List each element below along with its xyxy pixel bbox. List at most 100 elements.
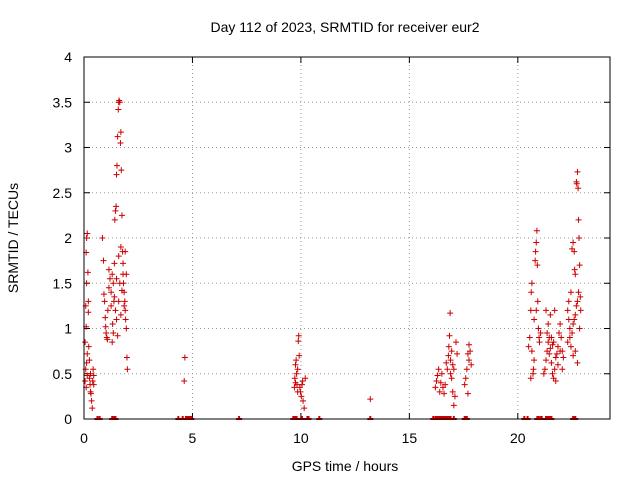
data-point bbox=[291, 375, 298, 382]
data-point bbox=[565, 316, 572, 323]
data-point bbox=[124, 366, 131, 373]
data-point bbox=[84, 230, 91, 237]
y-axis-label: SRMTID / TECUs bbox=[5, 183, 21, 293]
data-point bbox=[117, 129, 124, 136]
data-point bbox=[571, 248, 578, 255]
data-point bbox=[569, 330, 576, 337]
data-point bbox=[299, 377, 306, 384]
data-point bbox=[531, 357, 538, 364]
y-tick-label: 2.5 bbox=[53, 185, 73, 201]
data-point bbox=[292, 379, 299, 386]
data-point bbox=[90, 366, 97, 373]
data-point bbox=[547, 311, 554, 318]
data-point bbox=[117, 139, 124, 146]
data-point bbox=[566, 334, 573, 341]
data-point bbox=[85, 343, 92, 350]
data-point bbox=[84, 350, 91, 357]
data-point bbox=[116, 280, 123, 287]
data-point bbox=[554, 361, 561, 368]
data-points bbox=[82, 97, 584, 412]
data-point bbox=[549, 341, 556, 348]
data-point bbox=[445, 352, 452, 359]
data-point bbox=[123, 271, 130, 278]
data-point bbox=[525, 343, 532, 350]
data-point bbox=[567, 343, 574, 350]
data-point bbox=[102, 323, 109, 330]
data-point bbox=[86, 357, 93, 364]
data-point bbox=[556, 330, 563, 337]
data-point bbox=[88, 397, 95, 404]
y-tick-label: 2 bbox=[64, 230, 72, 246]
data-point bbox=[545, 320, 552, 327]
data-point bbox=[443, 359, 450, 366]
data-point bbox=[87, 370, 94, 377]
data-point bbox=[295, 332, 302, 339]
data-point bbox=[445, 343, 452, 350]
grid-lines bbox=[84, 57, 610, 419]
data-point bbox=[437, 379, 444, 386]
data-point bbox=[560, 354, 567, 361]
data-point bbox=[570, 320, 577, 327]
data-point bbox=[449, 361, 456, 368]
data-point bbox=[83, 359, 90, 366]
data-point bbox=[99, 235, 106, 241]
data-point bbox=[112, 307, 119, 314]
data-point bbox=[293, 370, 300, 377]
data-point bbox=[110, 330, 117, 337]
data-point bbox=[181, 354, 188, 361]
data-point bbox=[571, 266, 578, 273]
data-point bbox=[302, 375, 309, 382]
data-point bbox=[566, 325, 573, 332]
data-point bbox=[544, 330, 551, 337]
data-point bbox=[554, 343, 561, 350]
data-point bbox=[105, 266, 112, 273]
data-point bbox=[533, 239, 540, 246]
data-point bbox=[541, 366, 548, 373]
data-point bbox=[114, 133, 121, 140]
data-point bbox=[543, 307, 550, 314]
data-point bbox=[181, 377, 188, 384]
data-point bbox=[565, 298, 572, 305]
data-point bbox=[123, 325, 130, 332]
data-point bbox=[86, 375, 93, 382]
data-point bbox=[535, 325, 542, 332]
data-point bbox=[108, 289, 115, 296]
data-point bbox=[115, 253, 122, 260]
data-point bbox=[118, 167, 125, 174]
data-point bbox=[113, 171, 120, 178]
data-point bbox=[559, 366, 566, 373]
data-point bbox=[442, 381, 449, 388]
data-point bbox=[121, 298, 128, 305]
data-point bbox=[545, 339, 552, 346]
data-point bbox=[462, 375, 469, 382]
data-point bbox=[577, 293, 584, 300]
data-point bbox=[85, 298, 92, 305]
data-point bbox=[531, 316, 538, 323]
data-point bbox=[102, 314, 109, 321]
data-point bbox=[295, 338, 302, 345]
data-point bbox=[121, 302, 128, 309]
data-point bbox=[111, 260, 118, 267]
data-point bbox=[115, 298, 122, 305]
data-point bbox=[117, 311, 124, 318]
x-tick-label: 10 bbox=[293, 430, 309, 446]
data-point bbox=[448, 348, 455, 355]
data-point bbox=[546, 350, 553, 357]
data-point bbox=[552, 377, 559, 384]
data-point bbox=[547, 345, 554, 352]
data-point bbox=[528, 348, 535, 355]
data-point bbox=[298, 393, 305, 400]
data-point bbox=[113, 316, 120, 323]
data-point bbox=[113, 275, 120, 282]
data-point bbox=[294, 366, 301, 373]
data-point bbox=[570, 239, 577, 246]
data-point bbox=[89, 405, 96, 412]
data-point bbox=[461, 381, 468, 388]
x-tick-label: 5 bbox=[189, 430, 197, 446]
data-point bbox=[301, 405, 308, 412]
data-point bbox=[527, 307, 534, 314]
data-point bbox=[107, 275, 114, 282]
data-point bbox=[114, 332, 121, 339]
